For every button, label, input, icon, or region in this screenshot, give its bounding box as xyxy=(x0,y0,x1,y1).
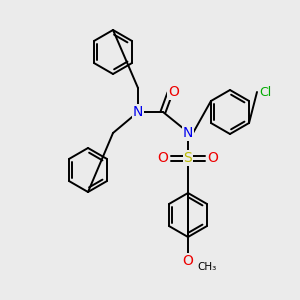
Text: O: O xyxy=(158,151,168,165)
Text: O: O xyxy=(208,151,218,165)
Text: N: N xyxy=(183,126,193,140)
Text: N: N xyxy=(133,105,143,119)
Text: Cl: Cl xyxy=(259,85,271,98)
Text: O: O xyxy=(169,85,179,99)
Text: O: O xyxy=(183,254,194,268)
Text: S: S xyxy=(184,151,192,165)
Text: CH₃: CH₃ xyxy=(197,262,216,272)
